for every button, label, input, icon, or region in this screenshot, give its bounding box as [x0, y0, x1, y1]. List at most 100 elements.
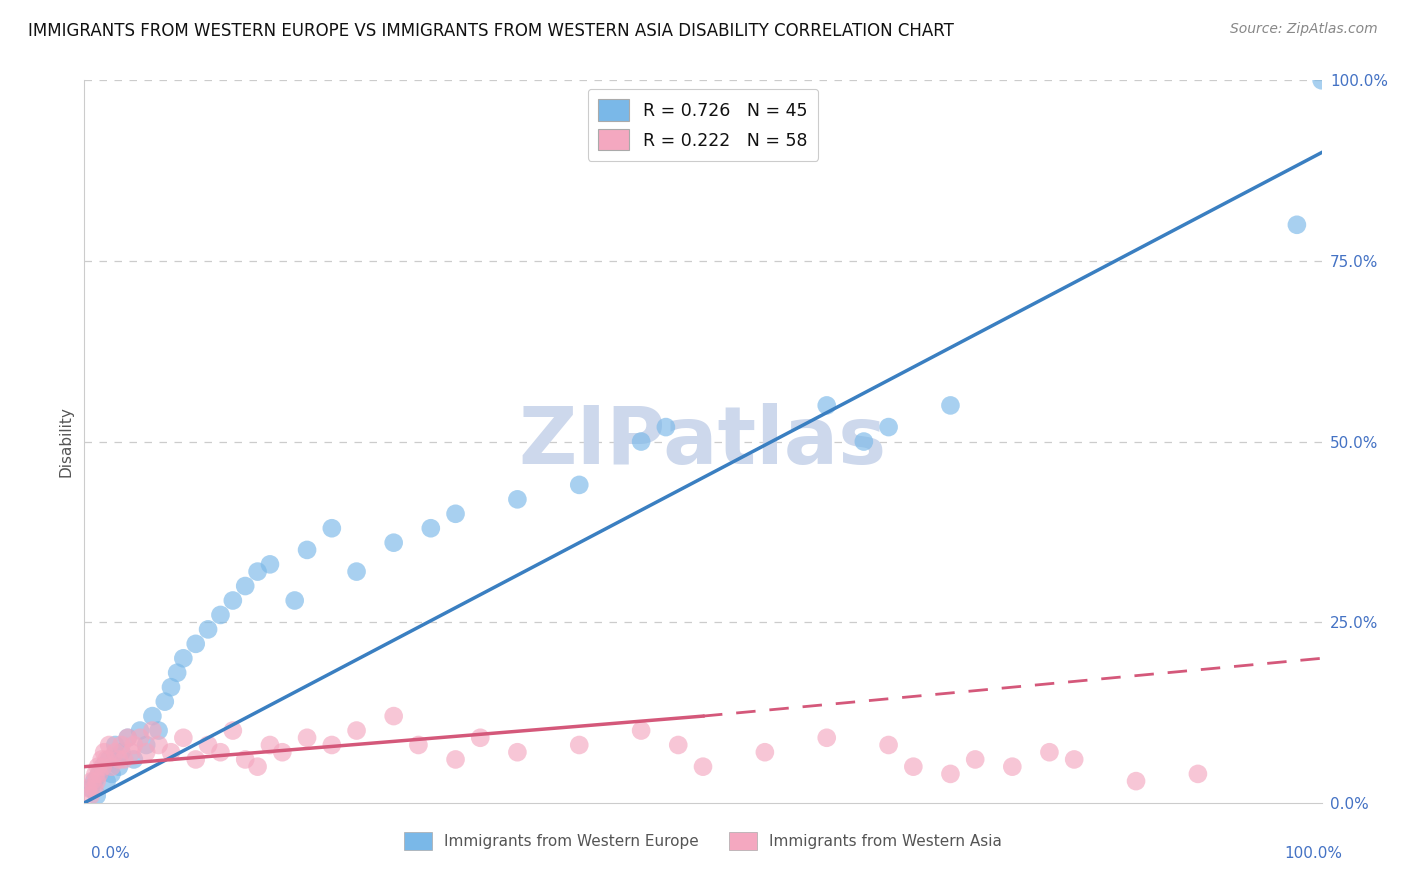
Point — [77, 781, 100, 796]
Point — [91, 760, 114, 774]
Point — [233, 752, 256, 766]
Point — [321, 521, 343, 535]
Point — [91, 760, 114, 774]
Point — [470, 731, 492, 745]
Point — [246, 760, 269, 774]
Point — [1125, 774, 1147, 789]
Point — [122, 752, 145, 766]
Point — [90, 752, 112, 766]
Point — [110, 738, 132, 752]
Point — [141, 723, 163, 738]
Point — [166, 665, 188, 680]
Point — [222, 593, 245, 607]
Text: ZIPatlas: ZIPatlas — [519, 402, 887, 481]
Point — [129, 723, 152, 738]
Point — [815, 398, 838, 412]
Point — [877, 738, 900, 752]
Point — [110, 745, 132, 759]
Point — [259, 558, 281, 572]
Point — [209, 745, 232, 759]
Point — [160, 745, 183, 759]
Point — [172, 731, 194, 745]
Point — [1310, 73, 1333, 87]
Point — [184, 752, 207, 766]
Point — [408, 738, 430, 752]
Point — [96, 752, 118, 766]
Point — [965, 752, 987, 766]
Point — [129, 731, 152, 745]
Point — [506, 492, 529, 507]
Point — [197, 623, 219, 637]
Point — [246, 565, 269, 579]
Point — [444, 752, 467, 766]
Point — [112, 752, 135, 766]
Point — [172, 651, 194, 665]
Point — [108, 752, 131, 766]
Point — [83, 774, 105, 789]
Point — [222, 723, 245, 738]
Point — [141, 709, 163, 723]
Point — [568, 738, 591, 752]
Point — [295, 731, 318, 745]
Point — [89, 767, 111, 781]
Point — [96, 774, 118, 789]
Text: 0.0%: 0.0% — [91, 847, 131, 861]
Point — [84, 767, 107, 781]
Point — [100, 760, 122, 774]
Point — [233, 579, 256, 593]
Point — [852, 434, 875, 449]
Point — [148, 723, 170, 738]
Point — [209, 607, 232, 622]
Point — [148, 738, 170, 752]
Point — [117, 731, 139, 745]
Point — [259, 738, 281, 752]
Point — [271, 745, 294, 759]
Point — [104, 738, 127, 752]
Legend: Immigrants from Western Europe, Immigrants from Western Asia: Immigrants from Western Europe, Immigran… — [398, 826, 1008, 856]
Point — [120, 745, 142, 759]
Point — [117, 731, 139, 745]
Point — [877, 420, 900, 434]
Point — [295, 542, 318, 557]
Point — [98, 752, 121, 766]
Y-axis label: Disability: Disability — [58, 406, 73, 477]
Point — [87, 760, 110, 774]
Point — [903, 760, 925, 774]
Point — [346, 723, 368, 738]
Point — [104, 745, 127, 759]
Point — [382, 535, 405, 549]
Point — [419, 521, 441, 535]
Point — [346, 565, 368, 579]
Point — [100, 767, 122, 781]
Text: Source: ZipAtlas.com: Source: ZipAtlas.com — [1230, 22, 1378, 37]
Text: IMMIGRANTS FROM WESTERN EUROPE VS IMMIGRANTS FROM WESTERN ASIA DISABILITY CORREL: IMMIGRANTS FROM WESTERN EUROPE VS IMMIGR… — [28, 22, 955, 40]
Point — [160, 680, 183, 694]
Point — [321, 738, 343, 752]
Point — [108, 760, 131, 774]
Point — [86, 774, 108, 789]
Point — [79, 789, 101, 803]
Point — [83, 781, 105, 796]
Point — [284, 593, 307, 607]
Point — [1285, 218, 1308, 232]
Point — [506, 745, 529, 759]
Point — [93, 745, 115, 759]
Point — [184, 637, 207, 651]
Point — [197, 738, 219, 752]
Point — [630, 723, 652, 738]
Point — [1187, 767, 1209, 781]
Point — [815, 731, 838, 745]
Point — [89, 767, 111, 781]
Point — [80, 774, 103, 789]
Point — [568, 478, 591, 492]
Point — [1001, 760, 1024, 774]
Point — [939, 398, 962, 412]
Point — [666, 738, 689, 752]
Text: 100.0%: 100.0% — [1285, 847, 1343, 861]
Point — [153, 695, 176, 709]
Point — [1063, 752, 1085, 766]
Point — [1038, 745, 1060, 759]
Point — [630, 434, 652, 449]
Point — [444, 507, 467, 521]
Point — [939, 767, 962, 781]
